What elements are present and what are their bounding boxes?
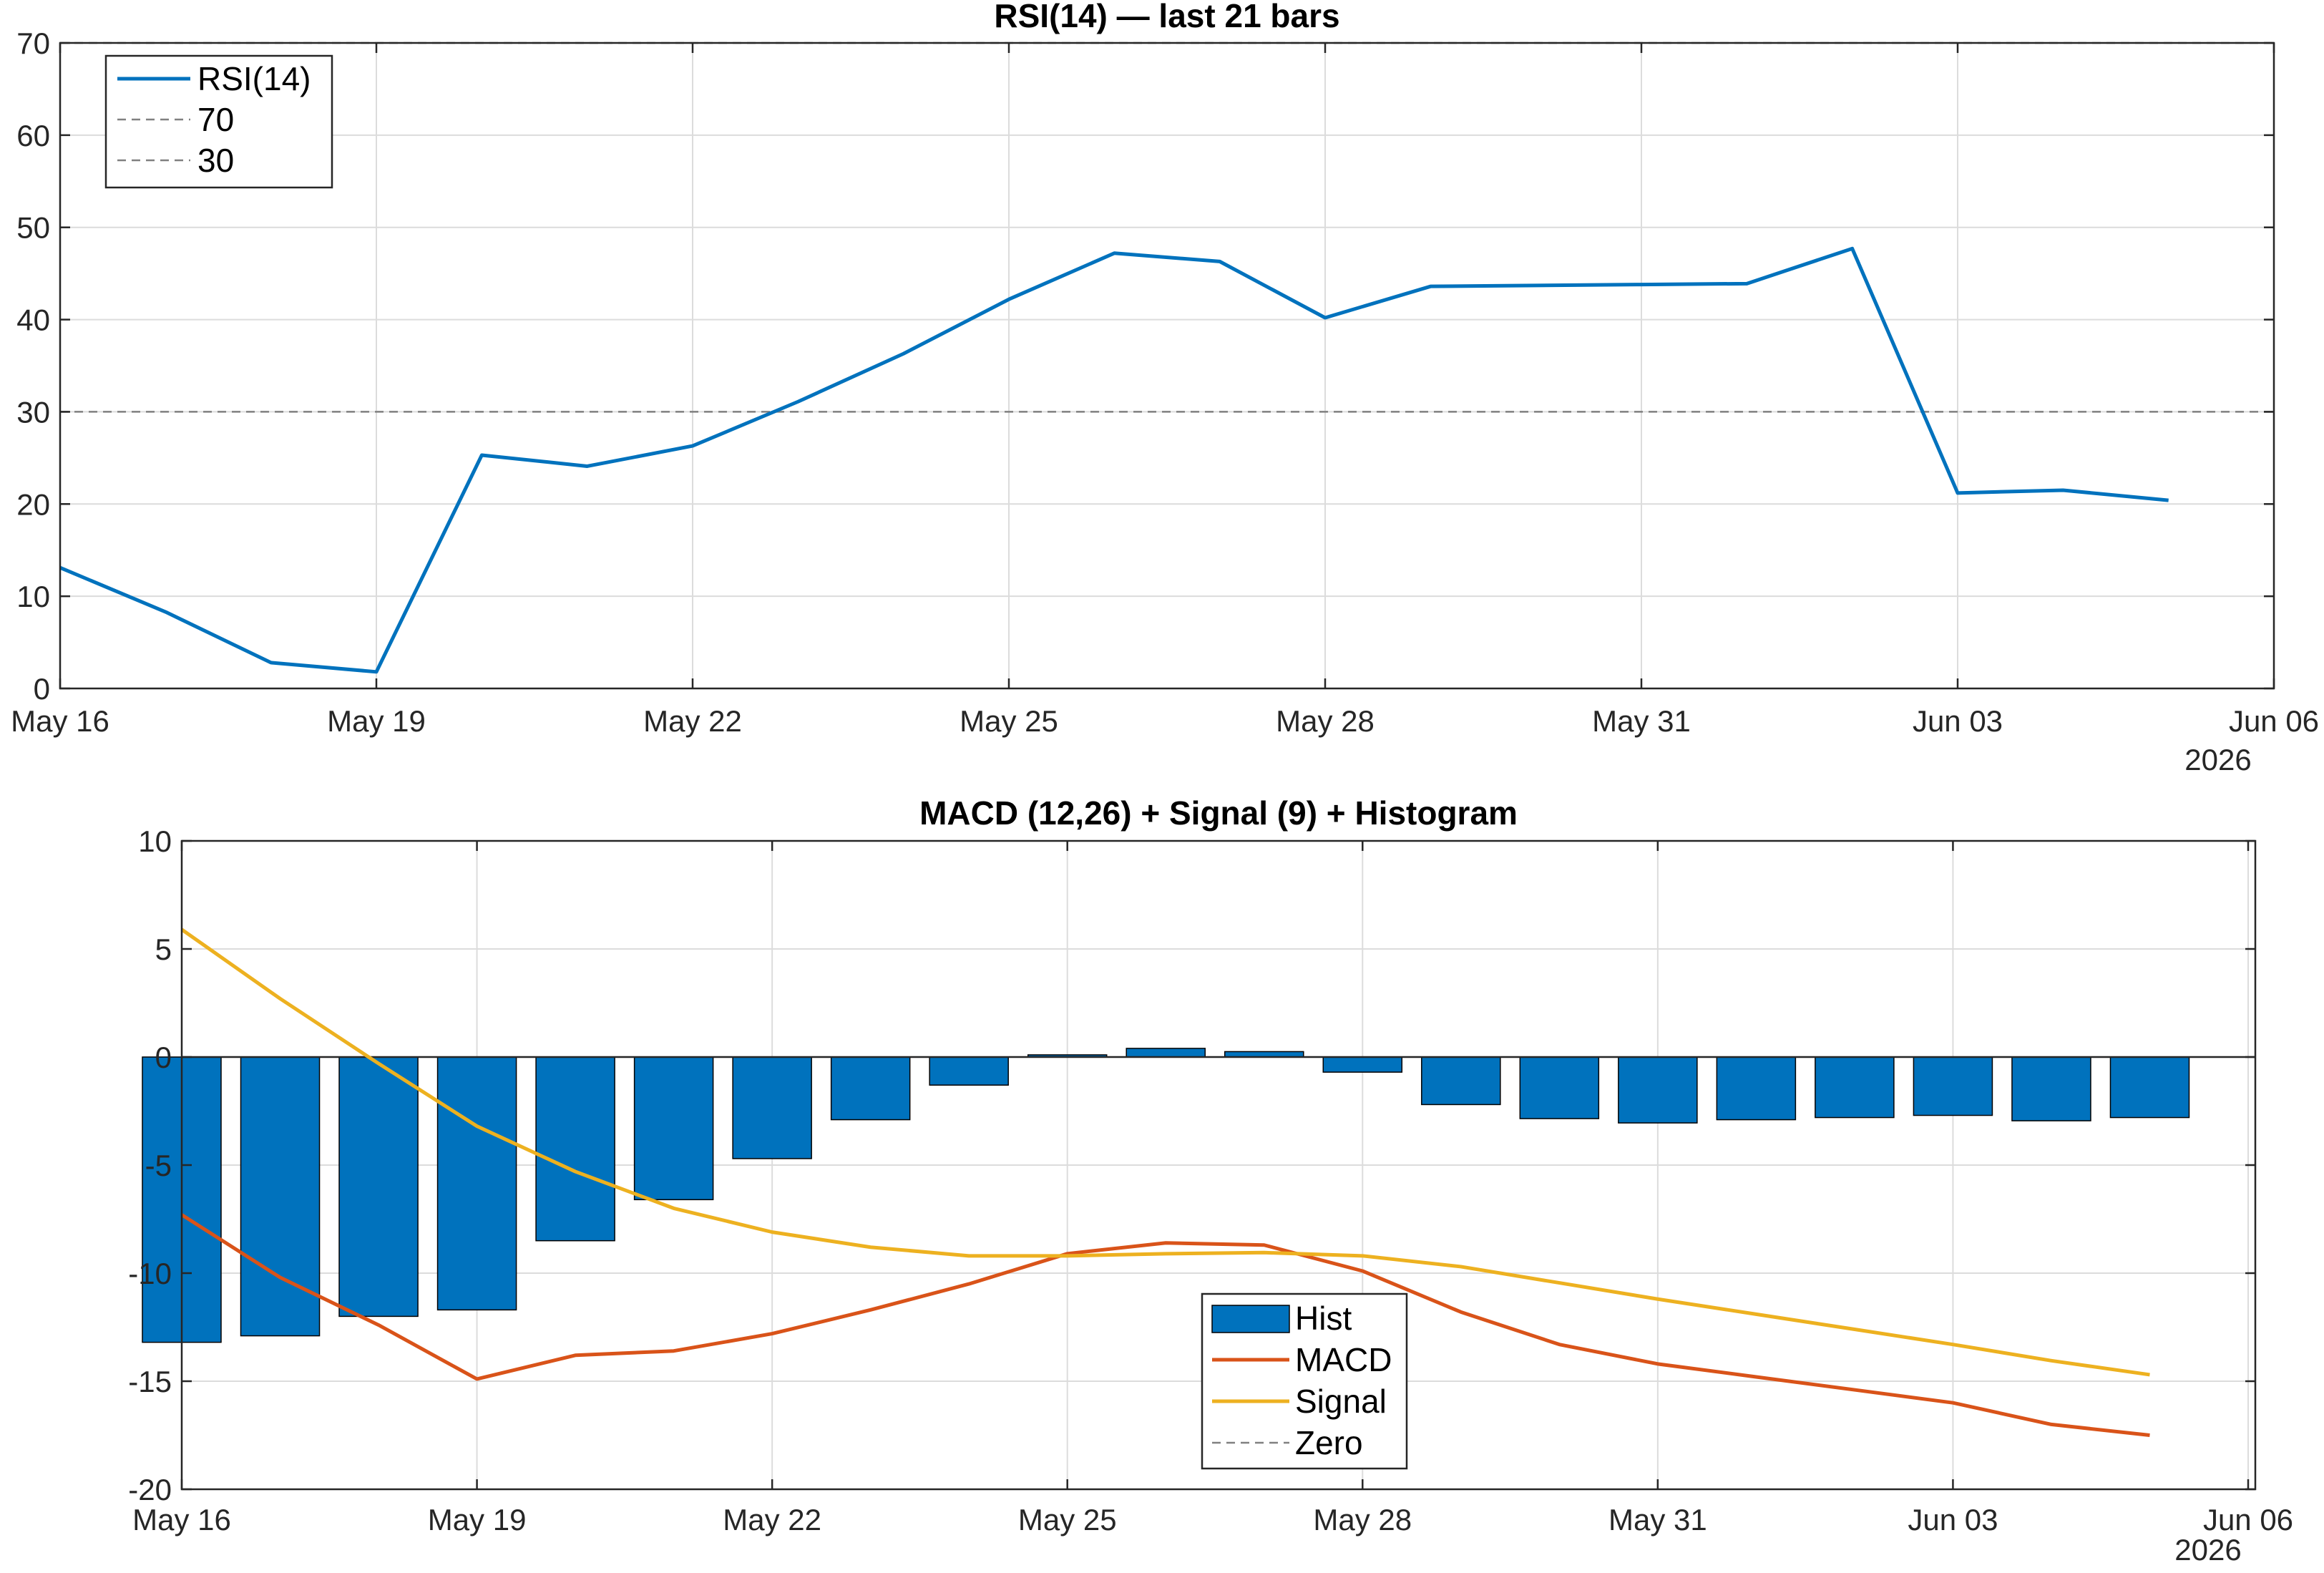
y-tick-label: 20 [16,487,50,521]
x-year-label: 2026 [2174,1533,2241,1567]
x-tick-label: Jun 06 [2229,704,2319,738]
legend-label: Hist [1295,1300,1352,1337]
x-tick-label: May 16 [132,1503,231,1537]
x-tick-label: May 28 [1313,1503,1412,1537]
rsi-panel: RSI(14) — last 21 bars May 16 May 19 May 22… [11,0,2319,776]
hist-bar [929,1056,1009,1086]
chart-title: MACD (12,26) + Signal (9) + Histogram [919,794,1518,832]
x-tick-label: May 19 [428,1503,527,1537]
macd-panel: MACD (12,26) + Signal (9) + Histogram May… [128,794,2293,1567]
y-tick-label: 40 [16,303,50,337]
x-tick-label: May 25 [1018,1503,1117,1537]
chart-title: RSI(14) — last 21 bars [994,0,1339,34]
x-tick-label: Jun 03 [1913,704,2003,738]
hist-bar [1519,1056,1600,1119]
hist-bar [1421,1056,1501,1106]
y-tick-label: 30 [16,395,50,429]
y-tick-label: -10 [128,1257,172,1290]
hist-bar [2109,1056,2190,1119]
legend-label: 70 [197,101,234,138]
x-tick-label: May 16 [11,704,109,738]
legend-label: MACD [1295,1341,1392,1378]
y-tick-label: -5 [145,1149,172,1182]
hist-bar [1913,1056,1993,1116]
legend-label: RSI(14) [197,60,311,97]
hist-bar [1716,1056,1797,1121]
x-tick-label: May 22 [643,704,742,738]
legend-label: 30 [197,142,234,179]
hist-bar [1618,1056,1698,1124]
y-tick-label: 10 [138,824,172,858]
x-tick-label: Jun 06 [2203,1503,2293,1537]
hist-bar [240,1056,321,1337]
x-tick-label: May 22 [723,1503,821,1537]
hist-bar [1126,1048,1206,1058]
x-tick-label: Jun 03 [1908,1503,1998,1537]
rsi-legend: RSI(14) 70 30 [104,54,333,189]
hist-bar [436,1056,517,1311]
y-tick-label: 50 [16,211,50,245]
hist-bar [2011,1056,2091,1121]
macd-legend: Hist MACD Signal Zero [1201,1292,1408,1470]
y-tick-label: 70 [16,26,50,60]
y-tick-label: -15 [128,1365,172,1398]
y-tick-label: 10 [16,580,50,613]
x-tick-label: May 28 [1276,704,1375,738]
hist-bar [633,1056,714,1201]
hist-bar [830,1056,911,1121]
legend-swatch-Hist [1211,1305,1290,1333]
hist-bar [1322,1056,1403,1073]
y-tick-label: 0 [34,672,50,706]
plot-frame [59,42,2275,690]
hist-bar [338,1056,419,1318]
x-year-label: 2026 [2184,743,2251,776]
hist-bar [1815,1056,1895,1119]
x-tick-label: May 31 [1608,1503,1707,1537]
y-tick-label: 0 [155,1041,172,1074]
x-tick-label: May 19 [327,704,426,738]
hist-bar [732,1056,812,1159]
legend-label: Zero [1295,1424,1363,1461]
y-tick-label: 60 [16,119,50,152]
x-tick-label: May 31 [1592,704,1691,738]
legend-label: Signal [1295,1383,1387,1420]
hist-bar [535,1056,615,1242]
y-tick-label: 5 [155,932,172,966]
x-tick-label: May 25 [960,704,1058,738]
y-tick-label: -20 [128,1473,172,1506]
